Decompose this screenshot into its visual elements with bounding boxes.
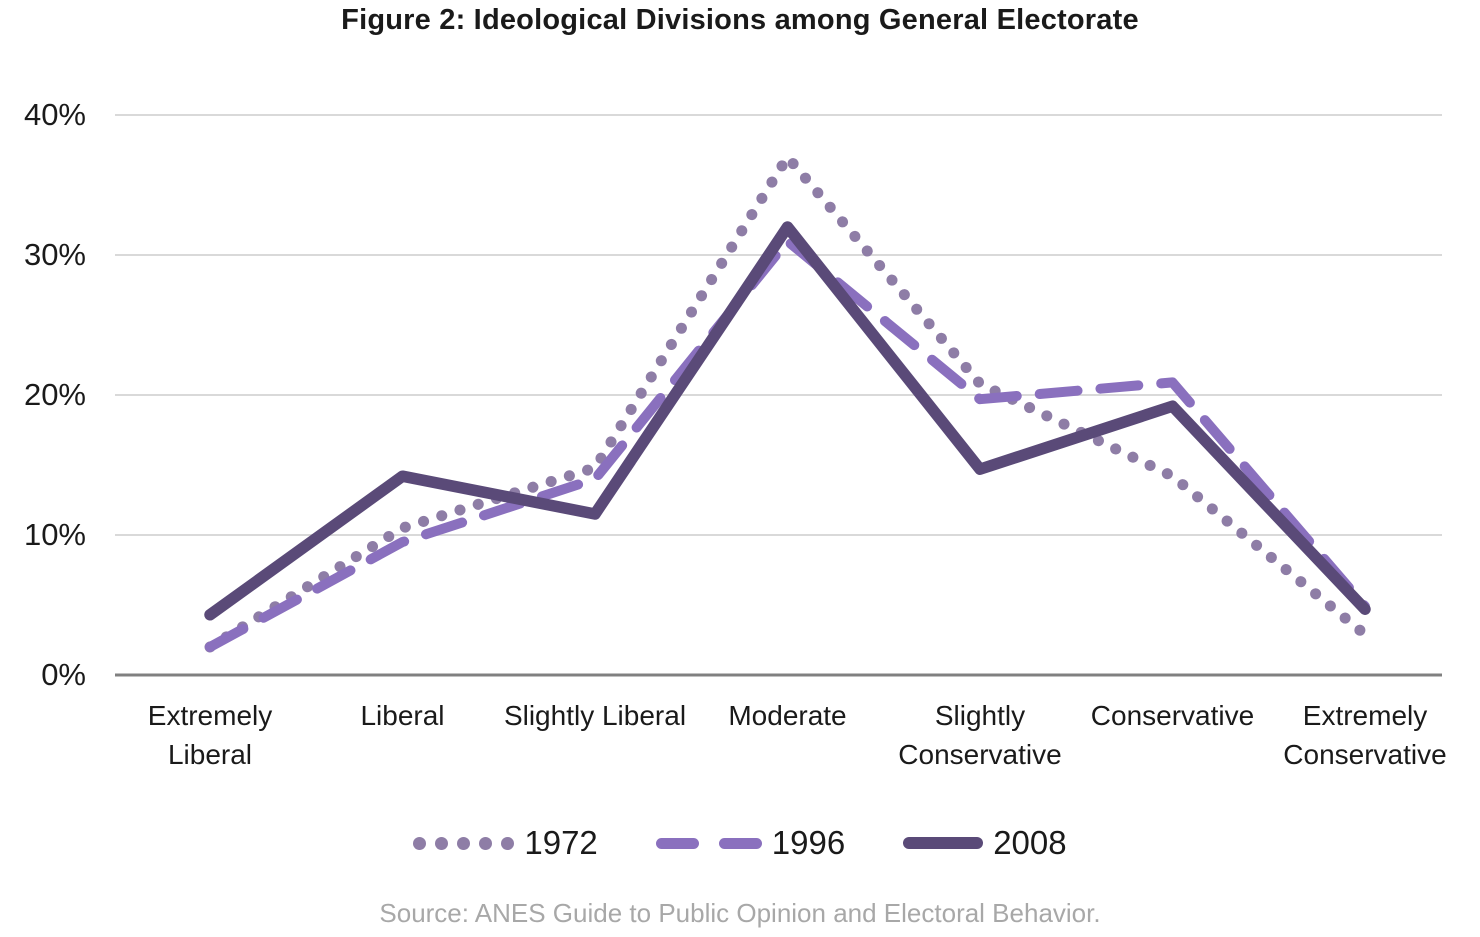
legend-dot [457, 836, 471, 850]
series-line-2008 [204, 221, 1371, 621]
chart-title: Figure 2: Ideological Divisions among Ge… [341, 4, 1139, 36]
y-axis-tick: 40% [23, 97, 86, 132]
x-axis-tick: Extremely Conservative [1283, 700, 1447, 770]
x-axis-tick: Slightly Conservative [898, 700, 1062, 770]
y-axis-tick: 0% [41, 657, 86, 692]
legend-item-1972: 1972 [413, 824, 598, 862]
source-note: Source: ANES Guide to Public Opinion and… [379, 898, 1101, 928]
legend-bar [903, 837, 984, 849]
legend-dot [413, 836, 427, 850]
y-axis-tick: 10% [23, 517, 86, 552]
legend-dot [479, 836, 493, 850]
x-axis-tick: Moderate [728, 700, 847, 731]
y-axis-tick: 30% [23, 237, 86, 272]
legend-dot [435, 836, 449, 850]
x-axis-tick: Extremely Liberal [147, 700, 273, 770]
legend-dotted-line-icon [413, 836, 515, 850]
legend-bar [718, 837, 762, 849]
series-line-1996 [205, 236, 1370, 652]
legend-bar [655, 837, 699, 849]
legend-dashed-line-icon [655, 837, 762, 849]
chart-legend: 1972 1996 2008 [0, 824, 1480, 862]
legend-label: 2008 [993, 824, 1067, 861]
x-axis-tick: Slightly Liberal [503, 700, 687, 731]
legend-dot [501, 836, 515, 850]
x-axis-tick: Conservative [1090, 700, 1255, 731]
legend-item-2008: 2008 [903, 824, 1067, 862]
legend-item-1996: 1996 [655, 824, 846, 862]
x-axis-tick: Liberal [360, 700, 445, 731]
legend-label: 1972 [524, 824, 598, 861]
legend-solid-line-icon [903, 837, 984, 849]
series-line-1972 [204, 151, 1371, 653]
legend-label: 1996 [771, 824, 846, 861]
y-axis-tick: 20% [23, 377, 86, 412]
